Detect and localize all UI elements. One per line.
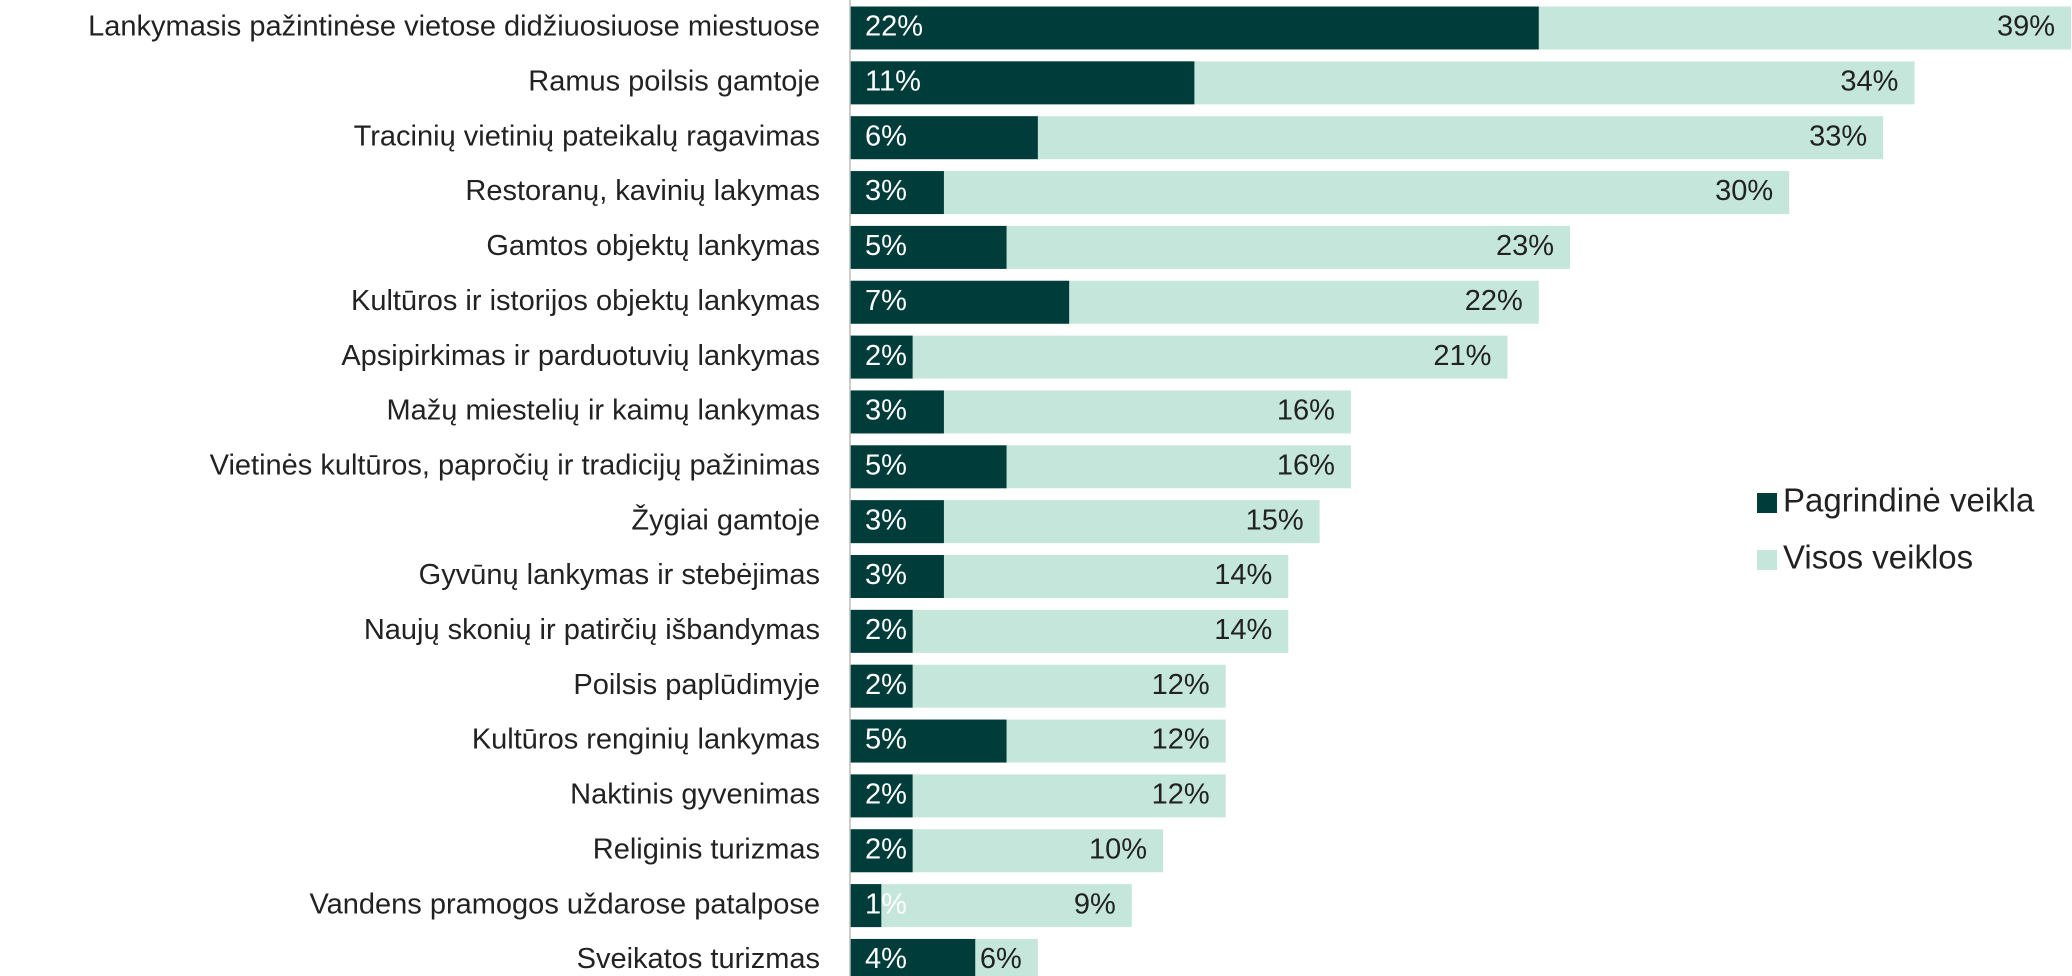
- data-label: 3%: [865, 559, 907, 591]
- y-tick-label: Mažų miestelių ir kaimų lankymas: [386, 395, 820, 427]
- data-label: 9%: [1074, 888, 1116, 920]
- data-label: 5%: [865, 230, 907, 262]
- data-label: 23%: [1496, 230, 1554, 262]
- data-label: 2%: [865, 340, 907, 372]
- y-tick-label: Vietinės kultūros, papročių ir tradicijų…: [210, 449, 820, 481]
- bar: [850, 719, 1007, 763]
- y-tick-label: Gyvūnų lankymas ir stebėjimas: [419, 559, 820, 591]
- bar: [850, 335, 913, 379]
- data-label: 21%: [1433, 340, 1491, 372]
- bar: [850, 500, 944, 544]
- data-label: 3%: [865, 395, 907, 427]
- y-tick-label: Vandens pramogos uždarose patalpose: [309, 888, 820, 920]
- data-label: 12%: [1152, 779, 1210, 811]
- data-label: 30%: [1715, 175, 1773, 207]
- data-label: 3%: [865, 175, 907, 207]
- y-tick-label: Žygiai gamtoje: [631, 503, 820, 536]
- bar: [850, 171, 944, 215]
- data-label: 15%: [1246, 504, 1304, 536]
- data-label: 3%: [865, 504, 907, 536]
- bar: [850, 774, 913, 818]
- y-tick-label: Restoranų, kavinių lakymas: [465, 175, 820, 207]
- y-tick-label: Tracinių vietinių pateikalų ragavimas: [354, 120, 820, 152]
- data-label: 22%: [1465, 285, 1523, 317]
- data-label: 5%: [865, 449, 907, 481]
- bar: [850, 445, 1007, 489]
- y-tick-label: Lankymasis pažintinėse vietose didžiuosi…: [88, 11, 820, 43]
- data-label: 22%: [865, 11, 923, 43]
- data-label: 14%: [1214, 614, 1272, 646]
- data-label: 2%: [865, 833, 907, 865]
- bar: [850, 938, 976, 976]
- data-label: 11%: [865, 66, 921, 98]
- bar: [850, 225, 1007, 269]
- data-label: 7%: [865, 285, 907, 317]
- bar: [850, 609, 1289, 653]
- data-label: 1%: [865, 888, 907, 920]
- bar: [850, 884, 1132, 928]
- bar: [850, 664, 913, 708]
- data-label: 16%: [1277, 395, 1335, 427]
- bar: [850, 61, 1195, 105]
- data-label: 14%: [1214, 559, 1272, 591]
- data-label: 2%: [865, 779, 907, 811]
- data-label: 2%: [865, 614, 907, 646]
- bar: [850, 555, 944, 598]
- data-label: 5%: [865, 724, 907, 756]
- bar: [850, 280, 1070, 324]
- data-label: 12%: [1152, 669, 1210, 701]
- legend-swatch: [1757, 550, 1777, 570]
- data-label: 12%: [1152, 724, 1210, 756]
- y-tick-label: Sveikatos turizmas: [577, 943, 820, 975]
- y-tick-label: Apsipirkimas ir parduotuvių lankymas: [341, 340, 820, 372]
- bar: [850, 6, 1539, 50]
- data-label: 10%: [1089, 833, 1147, 865]
- legend-label: Visos veiklos: [1783, 539, 1973, 576]
- bar: [850, 774, 1226, 818]
- legend-label: Pagrindinė veikla: [1783, 482, 2035, 519]
- bar: [850, 884, 882, 928]
- y-tick-label: Kultūros renginių lankymas: [472, 724, 820, 756]
- y-tick-label: Poilsis paplūdimyje: [573, 669, 820, 701]
- data-label: 2%: [865, 669, 907, 701]
- bar: [850, 829, 913, 873]
- data-label: 16%: [1277, 449, 1335, 481]
- y-tick-label: Naktinis gyvenimas: [570, 779, 820, 811]
- y-tick-label: Religinis turizmas: [593, 833, 820, 865]
- legend-swatch: [1757, 493, 1777, 513]
- y-tick-label: Kultūros ir istorijos objektų lankymas: [351, 285, 820, 317]
- bar: [850, 609, 913, 653]
- data-label: 6%: [980, 943, 1022, 975]
- data-label: 39%: [1997, 11, 2055, 43]
- bar: [850, 335, 1508, 379]
- data-label: 34%: [1840, 66, 1898, 98]
- y-tick-label: Gamtos objektų lankymas: [486, 230, 820, 262]
- bar: [850, 116, 1038, 160]
- y-tick-label: Ramus poilsis gamtoje: [528, 66, 820, 98]
- y-tick-label: Naujų skonių ir patirčių išbandymas: [364, 614, 820, 646]
- data-label: 33%: [1809, 120, 1867, 152]
- data-label: 4%: [865, 943, 907, 975]
- bar: [850, 664, 1226, 708]
- data-label: 6%: [865, 120, 907, 152]
- bar: [850, 390, 944, 434]
- bar: [850, 171, 1790, 215]
